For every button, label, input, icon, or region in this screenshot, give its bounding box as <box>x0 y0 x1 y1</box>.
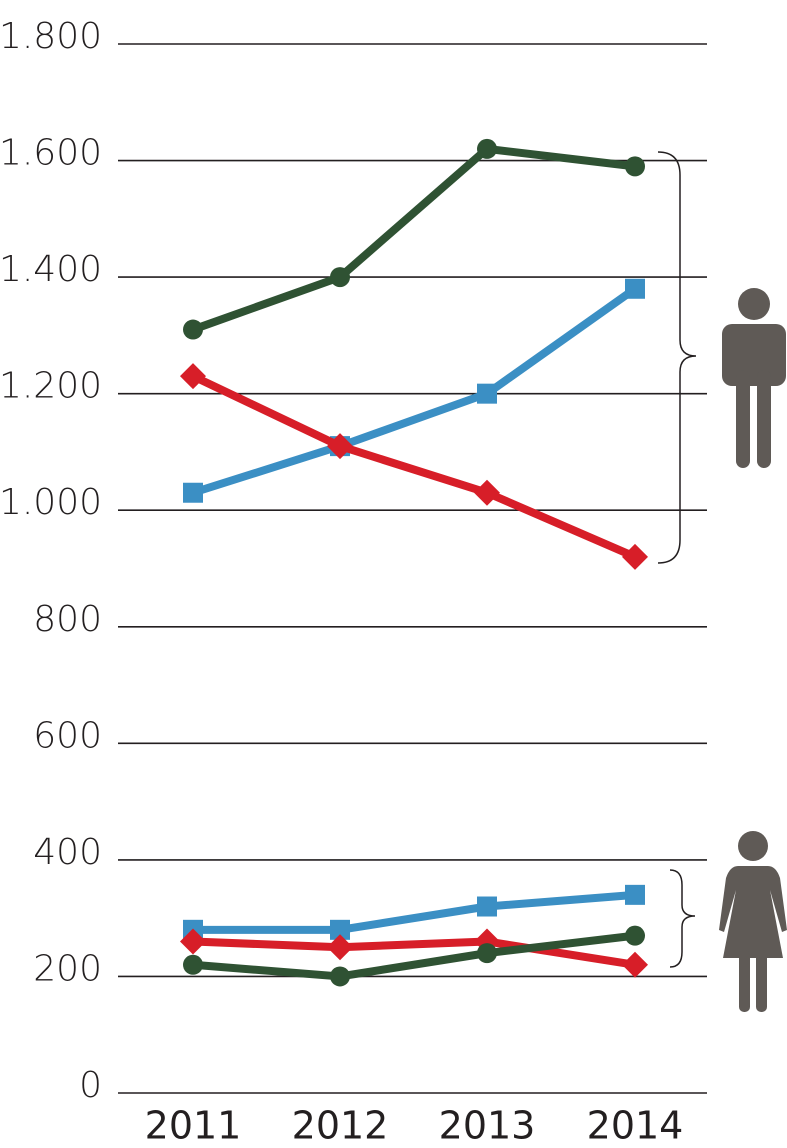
x-tick-label: 2011 <box>145 1104 242 1148</box>
x-tick-label: 2013 <box>439 1104 536 1148</box>
marker <box>183 482 203 503</box>
marker <box>180 363 206 390</box>
y-tick-label: 800 <box>33 599 102 640</box>
marker <box>477 896 497 917</box>
marker <box>622 543 648 570</box>
marker <box>622 951 648 978</box>
man-icon <box>722 288 786 468</box>
marker <box>327 934 353 961</box>
marker <box>625 278 645 299</box>
line <box>192 937 636 969</box>
marker <box>477 383 497 404</box>
marker <box>327 433 353 460</box>
brace-women <box>669 869 696 968</box>
x-tick-label: 2014 <box>587 1104 684 1148</box>
y-tick-label: 1.800 <box>0 16 102 57</box>
marker <box>477 138 497 159</box>
marker <box>183 954 203 975</box>
y-tick-label: 0 <box>79 1065 102 1106</box>
series <box>180 928 648 978</box>
y-tick-label: 1.200 <box>0 366 102 407</box>
line <box>191 285 638 497</box>
marker <box>330 267 350 288</box>
y-tick-label: 600 <box>33 715 102 756</box>
marker <box>330 966 350 987</box>
series <box>183 925 645 987</box>
y-tick-label: 1.600 <box>0 133 102 174</box>
marker <box>625 156 645 177</box>
line <box>192 931 636 981</box>
series <box>180 363 648 570</box>
marker <box>180 928 206 955</box>
y-tick-label: 1.400 <box>0 249 102 290</box>
marker <box>474 479 500 506</box>
line <box>191 144 636 334</box>
marker <box>330 919 350 940</box>
marker <box>183 319 203 340</box>
x-tick-label: 2012 <box>292 1104 389 1148</box>
series <box>183 884 645 940</box>
y-tick-label: 1.000 <box>0 482 102 523</box>
marker <box>477 943 497 964</box>
line <box>191 372 637 561</box>
y-tick-label: 400 <box>33 832 102 873</box>
y-tick-label: 200 <box>33 948 102 989</box>
marker <box>625 884 645 905</box>
line <box>193 890 636 934</box>
marker <box>625 925 645 946</box>
woman-icon <box>719 831 787 1012</box>
series <box>183 138 645 340</box>
brace-men <box>657 151 697 564</box>
